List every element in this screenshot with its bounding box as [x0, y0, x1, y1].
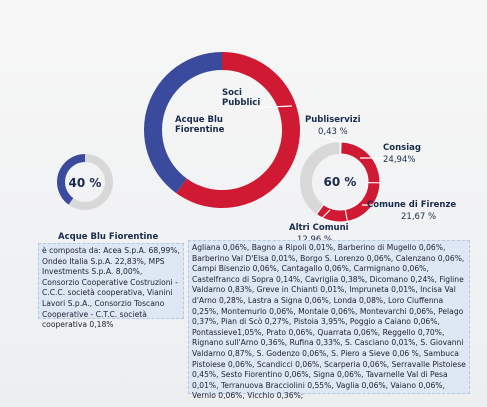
center-label: 40 % [68, 176, 102, 190]
segment-label: Comune di Firenze [367, 200, 457, 210]
leader-line [247, 105, 293, 109]
chart-title: Acque Blu Fiorentine [58, 232, 159, 242]
donut-segment [144, 52, 222, 194]
description-box: è composta da: Acea S.p.A. 68,99%, Ondeo… [38, 243, 184, 329]
segment-label: Consiag [383, 143, 421, 153]
center-label: 60 % [323, 175, 357, 189]
donut-segment [315, 203, 348, 223]
leader-line [317, 209, 331, 223]
value-label: 21,67 % [401, 212, 437, 222]
municipalities-box: Agliana 0,06%, Bagno a Ripoli 0,01%, Bar… [188, 240, 470, 400]
segment-label: Altri Comuni [289, 223, 349, 233]
value-label: 0,43 % [318, 127, 348, 137]
leader-line [319, 134, 341, 143]
segment-label: Acque Blu Fiorentine [175, 115, 225, 135]
value-label: 24,94% [383, 155, 416, 165]
donut-segment [56, 154, 85, 205]
segment-label: Soci Pubblici [222, 88, 261, 108]
segment-label: Publiservizi [305, 115, 361, 125]
donut-segment [176, 52, 300, 208]
